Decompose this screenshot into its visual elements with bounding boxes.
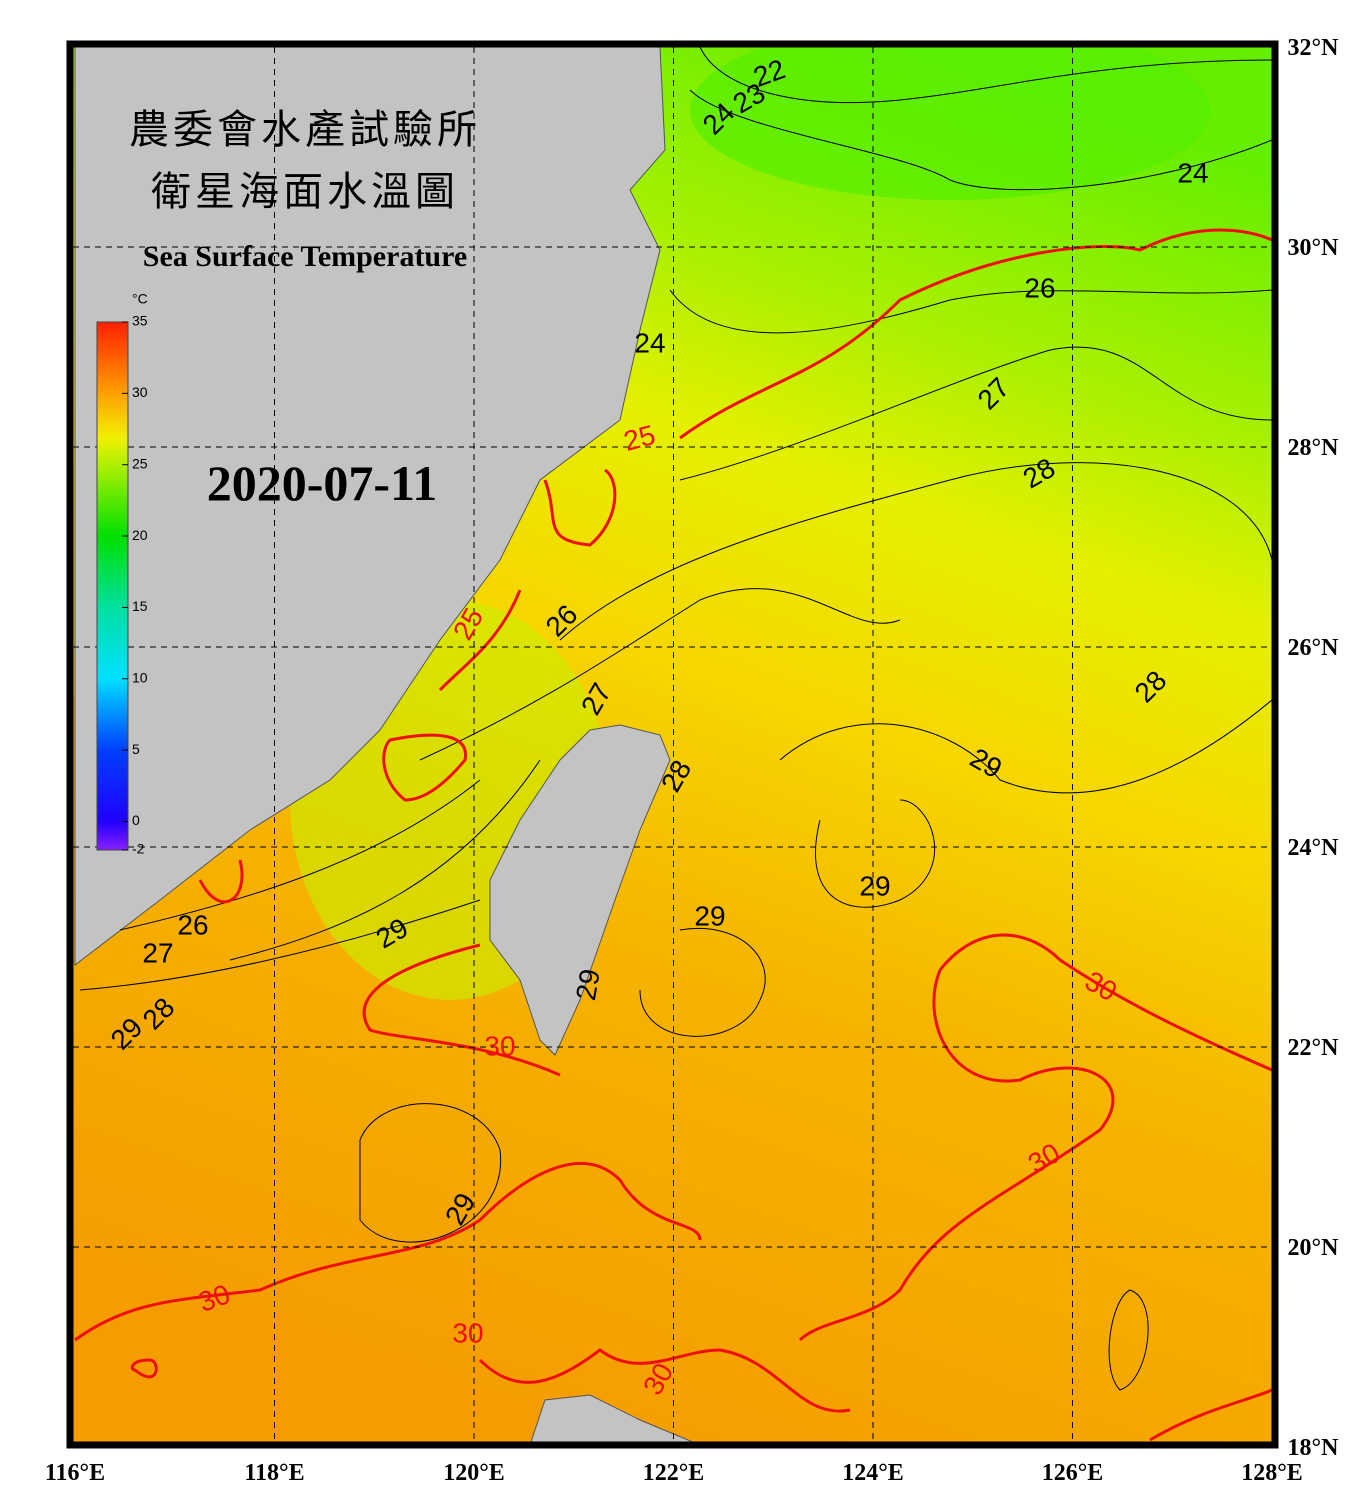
date: 2020-07-11 (207, 455, 438, 511)
colorbar-tick-label: 35 (132, 313, 148, 329)
lon-label: 116°E (45, 1460, 105, 1486)
isotherms-25-30 (74, 228, 1272, 1442)
axis-labels: 116°E 118°E 120°E 122°E 124°E 126°E 128°E 32°N 3… (45, 35, 1339, 1486)
luzon (530, 1394, 695, 1442)
contour-label: 27 (142, 937, 173, 968)
colorbar-tick-label: -2 (132, 841, 145, 857)
lon-label: 128°E (1241, 1460, 1303, 1486)
mainland (74, 47, 666, 967)
lat-label: 22°N (1288, 1035, 1340, 1061)
lat-label: 32°N (1288, 35, 1340, 61)
colorbar-unit: °C (132, 291, 148, 307)
lat-label: 30°N (1288, 235, 1340, 261)
graticule (73, 47, 1272, 1442)
taiwan (489, 724, 671, 1056)
lat-label: 20°N (1288, 1235, 1340, 1261)
contour-label: 26 (177, 909, 208, 940)
lon-label: 122°E (643, 1460, 705, 1486)
lat-label: 24°N (1288, 835, 1340, 861)
isotherms (79, 47, 1272, 1391)
colorbar-tick-label: 10 (132, 669, 148, 685)
colorbar-tick-label: 25 (132, 455, 148, 471)
lon-label: 126°E (1042, 1460, 1104, 1486)
colorbar-tick-label: 15 (132, 598, 148, 614)
contour-label: 29 (859, 870, 890, 901)
lon-label: 118°E (244, 1460, 304, 1486)
colorbar-tick-label: 20 (132, 527, 148, 543)
colorbar-tick-label: 5 (132, 741, 140, 757)
map-frame (66, 40, 1279, 1449)
colorbar-tick-label: 0 (132, 812, 140, 828)
contour-label: 24 (634, 327, 665, 358)
contour-label: 29 (694, 900, 725, 931)
colorbar (96, 321, 129, 851)
lat-label: 18°N (1288, 1435, 1340, 1461)
title-en: Sea Surface Temperature (143, 240, 467, 273)
colorbar-ticks: 35 30 25 20 15 10 5 0 -2 (122, 313, 148, 857)
lat-label: 28°N (1288, 435, 1340, 461)
lon-label: 124°E (842, 1460, 904, 1486)
title-zh-1: 農委會水產試驗所 (129, 107, 481, 153)
contour-label: 26 (1024, 272, 1055, 303)
lat-label: 26°N (1288, 635, 1340, 661)
title-zh-2: 衛星海面水溫圖 (151, 169, 459, 215)
contour-label: 30 (484, 1030, 515, 1061)
lon-label: 120°E (443, 1460, 505, 1486)
contour-label: 24 (1177, 157, 1208, 188)
cool-water (690, 47, 1210, 200)
contour-label: 30 (452, 1317, 483, 1348)
contour-label: 29 (570, 967, 606, 1003)
colorbar-tick-label: 30 (132, 384, 148, 400)
